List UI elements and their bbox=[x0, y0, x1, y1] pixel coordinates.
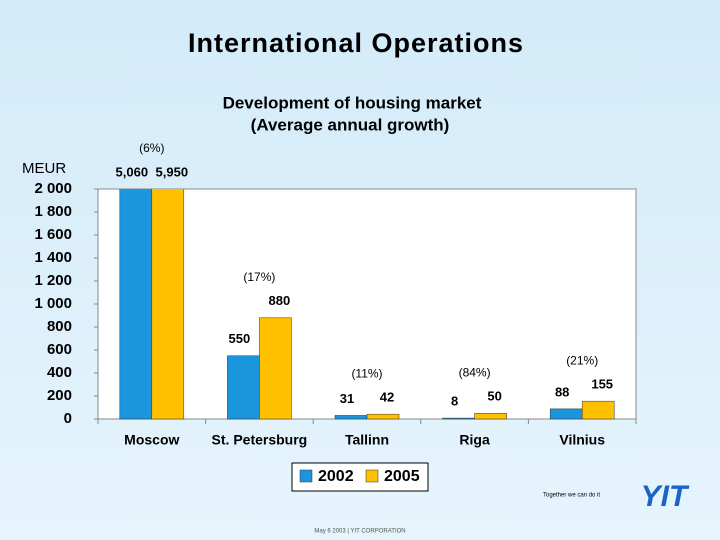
value-label: 880 bbox=[269, 293, 291, 308]
bar bbox=[259, 317, 292, 420]
legend-label: 2005 bbox=[384, 468, 420, 485]
subtitle: Development of housing market bbox=[223, 93, 482, 112]
legend-label: 2002 bbox=[318, 468, 354, 485]
y-tick-label: 2 000 bbox=[34, 180, 72, 197]
y-tick-label: 1 200 bbox=[34, 272, 72, 289]
growth-annotation: (11%) bbox=[351, 366, 382, 380]
x-tick-label: Tallinn bbox=[345, 432, 389, 448]
y-tick-label: 800 bbox=[47, 318, 72, 335]
plot-area bbox=[97, 188, 637, 420]
x-tick-label: Vilnius bbox=[559, 432, 605, 448]
y-axis-label: MEUR bbox=[22, 160, 66, 177]
value-label: 155 bbox=[591, 377, 613, 392]
y-tick-label: 1 400 bbox=[34, 249, 72, 266]
value-label: 5,060 bbox=[116, 164, 149, 179]
bar bbox=[581, 400, 615, 420]
growth-annotation: (84%) bbox=[459, 365, 491, 379]
value-label: 8 bbox=[451, 394, 458, 409]
bar bbox=[151, 189, 185, 420]
chart-title: International Operations bbox=[188, 28, 524, 58]
value-label: 88 bbox=[555, 384, 569, 399]
growth-annotation: (21%) bbox=[566, 353, 598, 367]
bar bbox=[549, 408, 583, 420]
bar bbox=[119, 189, 153, 420]
y-tick-label: 600 bbox=[47, 341, 72, 358]
bar bbox=[474, 413, 507, 420]
bar bbox=[227, 355, 260, 420]
x-tick-label: Moscow bbox=[124, 432, 179, 448]
subtitle: (Average annual growth) bbox=[251, 115, 450, 134]
logo: YIT bbox=[641, 480, 690, 513]
value-label: 5,950 bbox=[156, 164, 189, 179]
slogan: Together we can do it bbox=[543, 493, 600, 499]
y-tick-label: 1 000 bbox=[34, 295, 72, 312]
y-tick-label: 200 bbox=[47, 387, 72, 404]
bar bbox=[334, 415, 368, 420]
y-tick-label: 1 600 bbox=[34, 226, 72, 243]
legend bbox=[291, 462, 429, 492]
value-label: 42 bbox=[380, 390, 394, 405]
y-tick-label: 0 bbox=[64, 410, 72, 427]
growth-annotation: (17%) bbox=[243, 270, 275, 284]
legend-swatch bbox=[299, 469, 313, 483]
y-tick-label: 1 800 bbox=[34, 203, 72, 220]
value-label: 550 bbox=[229, 331, 251, 346]
legend-swatch bbox=[365, 469, 379, 483]
footer-note: May 6 2003 | YIT CORPORATION bbox=[314, 529, 405, 535]
growth-annotation: (6%) bbox=[139, 141, 164, 155]
bar bbox=[366, 413, 400, 420]
x-tick-label: St. Petersburg bbox=[212, 432, 308, 448]
y-tick-label: 400 bbox=[47, 364, 72, 381]
bar bbox=[442, 417, 475, 420]
value-label: 31 bbox=[340, 391, 354, 406]
x-tick-label: Riga bbox=[459, 432, 490, 448]
value-label: 50 bbox=[487, 389, 501, 404]
